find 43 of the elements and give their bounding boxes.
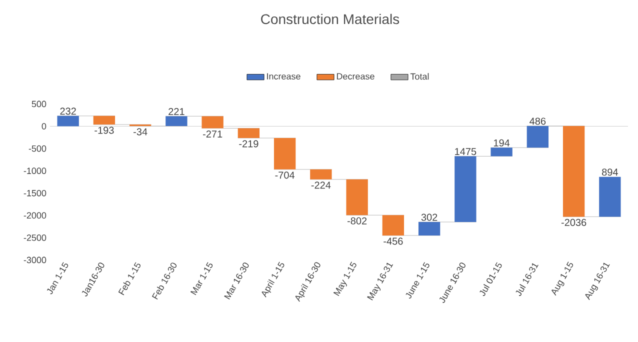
data-label: 1475 — [455, 148, 476, 156]
bar — [346, 179, 368, 216]
bar — [490, 148, 512, 156]
data-label: -219 — [239, 140, 258, 148]
legend-label: Increase — [267, 73, 300, 80]
data-label: 221 — [168, 108, 184, 116]
data-label: 894 — [602, 168, 618, 176]
legend-label: Total — [410, 73, 429, 80]
bar — [166, 116, 188, 126]
bar — [562, 126, 585, 217]
data-label: 302 — [421, 214, 438, 221]
y-tick-label: -3000 — [24, 256, 46, 264]
bar — [526, 126, 549, 148]
legend-label: Decrease — [336, 73, 374, 80]
data-label: -2036 — [561, 218, 586, 226]
bar — [599, 176, 621, 217]
chart-title: Construction Materials — [261, 14, 400, 24]
data-label: 194 — [494, 139, 510, 146]
data-label: -224 — [311, 182, 331, 189]
bar — [310, 169, 332, 180]
data-label: -456 — [384, 238, 403, 245]
data-label: -802 — [347, 217, 367, 224]
data-label: -271 — [203, 130, 222, 138]
data-label: 232 — [60, 108, 76, 115]
y-tick-label: 500 — [32, 100, 46, 108]
y-tick-label: 0 — [42, 123, 46, 130]
bar — [238, 128, 260, 138]
y-tick-label: -1500 — [24, 190, 46, 196]
data-label: 486 — [530, 118, 546, 125]
bar — [57, 116, 79, 126]
bar — [274, 138, 296, 170]
bar — [202, 116, 224, 128]
data-label: -34 — [134, 128, 148, 136]
bar — [382, 215, 404, 236]
y-tick-label: -1000 — [24, 168, 46, 174]
y-tick-label: -2500 — [24, 234, 46, 241]
y-tick-label: -2000 — [24, 212, 46, 219]
bar — [418, 222, 440, 236]
y-tick-label: -500 — [28, 145, 46, 152]
data-label: -193 — [94, 126, 114, 134]
data-label: -704 — [275, 172, 295, 179]
bar — [454, 156, 476, 222]
bar — [93, 116, 116, 125]
